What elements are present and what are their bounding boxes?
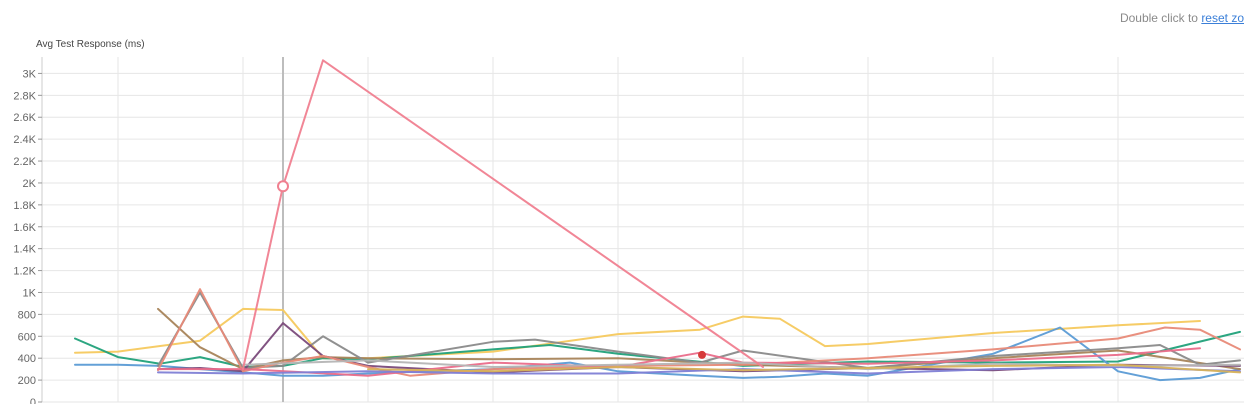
marker-layer [277, 180, 706, 359]
grid-layer [41, 57, 1244, 403]
series-line[interactable] [157, 288, 1241, 377]
y-tick-label: 0 [30, 397, 36, 404]
y-tick-label: 2.8K [13, 90, 36, 102]
y-tick-label: 2.6K [13, 112, 36, 124]
reset-zoom-hint: Double click to reset zo [1120, 11, 1244, 25]
y-tick-label: 1.2K [13, 266, 36, 278]
y-tick-label: 1.6K [13, 222, 36, 234]
y-tick-label: 2.2K [13, 156, 36, 168]
y-tick-label: 3K [23, 68, 37, 80]
y-axis-title: Avg Test Response (ms) [36, 39, 145, 50]
y-tick-label: 1.8K [13, 200, 36, 212]
highlight-point [698, 350, 706, 359]
y-tick-label: 400 [18, 353, 36, 365]
series-line[interactable] [242, 59, 764, 371]
y-tick-label: 200 [18, 375, 36, 387]
y-tick-label: 1K [23, 287, 37, 299]
y-tick-label: 2.4K [13, 134, 36, 146]
hover-point-marker [277, 180, 289, 193]
reset-zoom-link[interactable]: reset zo [1201, 11, 1244, 25]
series-line[interactable] [157, 366, 1241, 375]
y-tick-label: 600 [18, 331, 36, 343]
series-line[interactable] [74, 307, 1201, 360]
reset-zoom-hint-text: Double click to [1119, 11, 1202, 25]
series-line[interactable] [367, 363, 1241, 374]
y-axis-ticks: 0 200 400 600 800 1K 1.2K 1.4K 1.6K 1.8K 2K 2.2K 2.4… [13, 68, 42, 404]
y-tick-label: 1.4K [13, 244, 36, 256]
y-tick-label: 800 [18, 309, 36, 321]
y-tick-label: 2K [23, 178, 37, 190]
series-layer[interactable] [74, 59, 1241, 382]
series-line[interactable] [157, 291, 1241, 369]
